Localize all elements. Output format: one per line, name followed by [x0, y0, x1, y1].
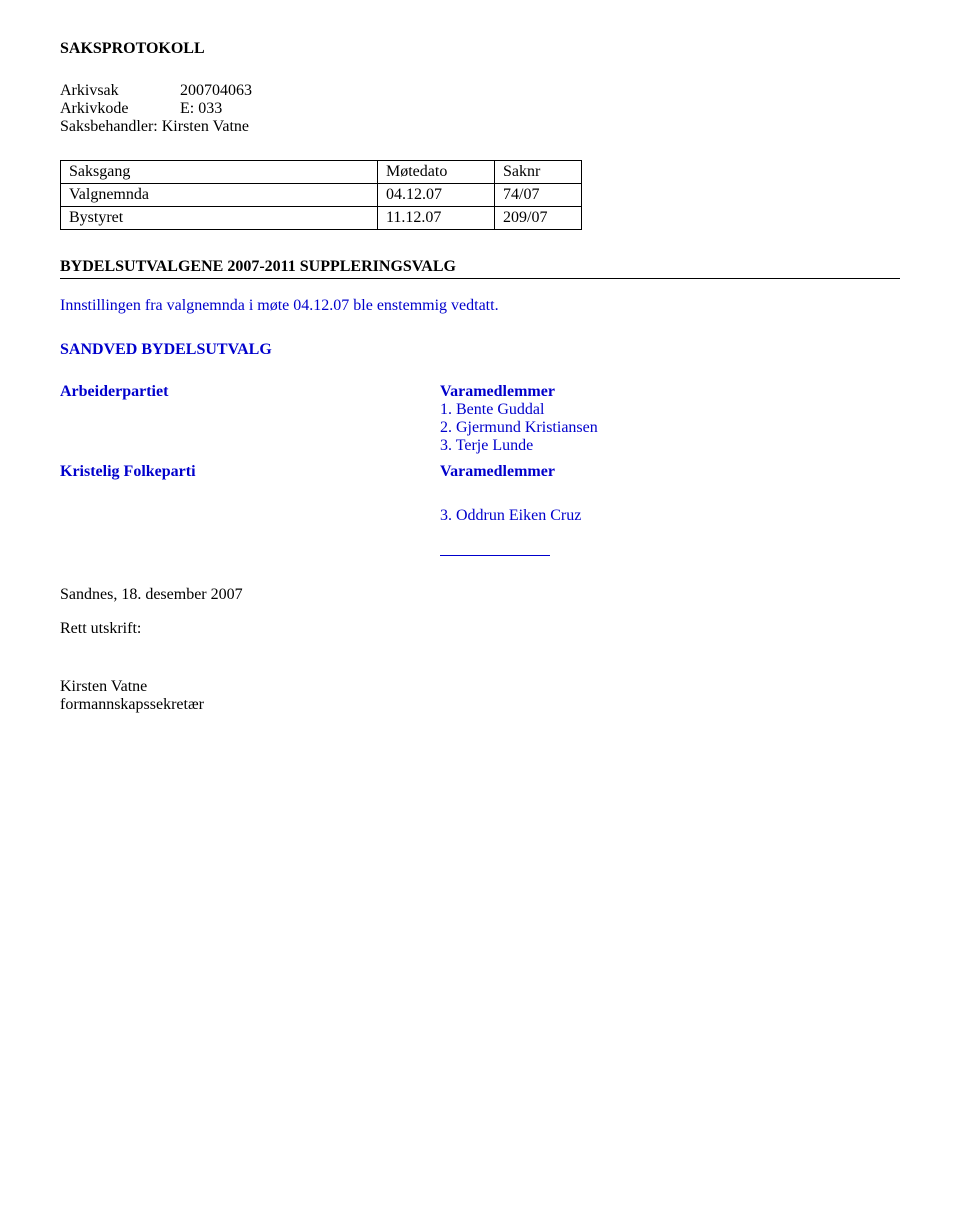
saksgang-table: Saksgang Møtedato Saknr Valgnemnda 04.12…	[60, 160, 582, 230]
footer-name: Kirsten Vatne	[60, 678, 900, 696]
vara-member: 3. Terje Lunde	[440, 437, 900, 455]
col-saknr: Saknr	[495, 161, 582, 184]
place-date: Sandnes, 18. desember 2007	[60, 586, 900, 604]
signature-line	[440, 555, 550, 556]
vara-member: 3. Oddrun Eiken Cruz	[440, 507, 900, 525]
utvalg-name: SANDVED BYDELSUTVALG	[60, 341, 900, 359]
party-block: Arbeiderpartiet Varamedlemmer 1. Bente G…	[60, 383, 900, 455]
party-block: Kristelig Folkeparti Varamedlemmer 3. Od…	[60, 463, 900, 525]
table-row: Bystyret 11.12.07 209/07	[61, 207, 582, 230]
vara-member: 2. Gjermund Kristiansen	[440, 419, 900, 437]
cell-saksgang: Valgnemnda	[61, 184, 378, 207]
col-saksgang: Saksgang	[61, 161, 378, 184]
arkivkode-value: E: 033	[180, 100, 222, 118]
vara-member: 1. Bente Guddal	[440, 401, 900, 419]
arkivsak-row: Arkivsak 200704063	[60, 82, 900, 100]
footer-role: formannskapssekretær	[60, 696, 900, 714]
arkivkode-label: Arkivkode	[60, 100, 180, 118]
innstilling-text: Innstillingen fra valgnemnda i møte 04.1…	[60, 297, 900, 315]
doc-title: SAKSPROTOKOLL	[60, 40, 900, 58]
cell-saknr: 74/07	[495, 184, 582, 207]
title-underline	[60, 278, 900, 279]
vara-label: Varamedlemmer	[440, 463, 900, 481]
section-title: BYDELSUTVALGENE 2007-2011 SUPPLERINGSVAL…	[60, 258, 900, 276]
saksbehandler-label: Saksbehandler:	[60, 118, 158, 135]
table-header-row: Saksgang Møtedato Saknr	[61, 161, 582, 184]
party-name: Arbeiderpartiet	[60, 383, 440, 401]
col-motedato: Møtedato	[378, 161, 495, 184]
arkivkode-row: Arkivkode E: 033	[60, 100, 900, 118]
party-name: Kristelig Folkeparti	[60, 463, 440, 481]
vara-label: Varamedlemmer	[440, 383, 900, 401]
cell-saksgang: Bystyret	[61, 207, 378, 230]
arkivsak-value: 200704063	[180, 82, 252, 100]
saksbehandler-value: Kirsten Vatne	[162, 118, 249, 135]
saksbehandler-row: Saksbehandler: Kirsten Vatne	[60, 118, 900, 136]
cell-motedato: 04.12.07	[378, 184, 495, 207]
cell-motedato: 11.12.07	[378, 207, 495, 230]
rett-utskrift: Rett utskrift:	[60, 620, 900, 638]
arkivsak-label: Arkivsak	[60, 82, 180, 100]
cell-saknr: 209/07	[495, 207, 582, 230]
table-row: Valgnemnda 04.12.07 74/07	[61, 184, 582, 207]
